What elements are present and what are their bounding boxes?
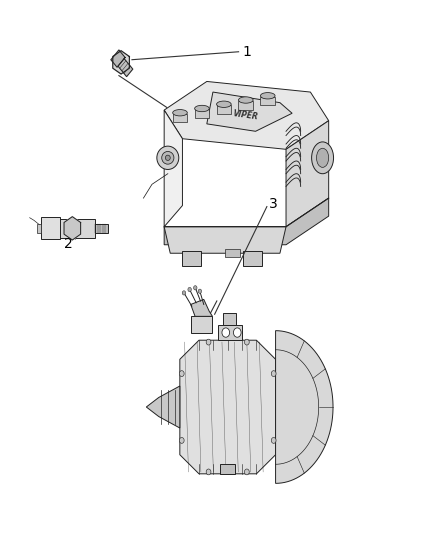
Bar bbox=[60, 219, 95, 238]
Polygon shape bbox=[146, 386, 180, 428]
Polygon shape bbox=[118, 59, 133, 77]
Ellipse shape bbox=[261, 93, 275, 99]
Bar bbox=[261, 96, 275, 106]
Circle shape bbox=[206, 339, 211, 345]
Bar bbox=[95, 223, 108, 233]
Ellipse shape bbox=[162, 151, 174, 164]
Text: 3: 3 bbox=[269, 197, 278, 211]
Ellipse shape bbox=[239, 97, 253, 103]
Ellipse shape bbox=[166, 155, 170, 160]
Circle shape bbox=[233, 328, 241, 337]
Circle shape bbox=[244, 339, 249, 345]
Polygon shape bbox=[164, 198, 328, 245]
Circle shape bbox=[222, 328, 230, 337]
Polygon shape bbox=[113, 51, 129, 74]
Text: VIPER: VIPER bbox=[233, 109, 259, 122]
Polygon shape bbox=[244, 251, 261, 266]
Ellipse shape bbox=[194, 106, 209, 112]
Polygon shape bbox=[183, 251, 201, 266]
Bar bbox=[41, 217, 60, 239]
Bar bbox=[194, 109, 209, 118]
Polygon shape bbox=[164, 227, 286, 253]
Polygon shape bbox=[111, 50, 125, 67]
Bar bbox=[239, 101, 253, 110]
Polygon shape bbox=[276, 330, 333, 483]
Polygon shape bbox=[64, 216, 81, 240]
Circle shape bbox=[198, 289, 201, 293]
Circle shape bbox=[271, 438, 276, 443]
Circle shape bbox=[206, 469, 211, 475]
Bar bbox=[37, 224, 41, 232]
Bar bbox=[216, 105, 231, 114]
Text: 1: 1 bbox=[243, 45, 252, 59]
Bar bbox=[191, 317, 212, 333]
Polygon shape bbox=[164, 82, 328, 149]
Polygon shape bbox=[164, 110, 183, 227]
Circle shape bbox=[179, 370, 184, 376]
Circle shape bbox=[182, 291, 186, 295]
Bar bbox=[223, 313, 237, 325]
Bar bbox=[173, 114, 187, 122]
Ellipse shape bbox=[157, 146, 179, 169]
Text: 2: 2 bbox=[64, 237, 73, 251]
Circle shape bbox=[244, 469, 249, 475]
Polygon shape bbox=[286, 120, 328, 227]
Polygon shape bbox=[180, 340, 276, 474]
Circle shape bbox=[179, 438, 184, 443]
Bar bbox=[218, 325, 242, 340]
Bar bbox=[225, 249, 240, 257]
Polygon shape bbox=[191, 300, 212, 317]
Polygon shape bbox=[207, 92, 292, 131]
Ellipse shape bbox=[173, 110, 187, 116]
Bar bbox=[220, 464, 235, 474]
Ellipse shape bbox=[216, 101, 231, 108]
Ellipse shape bbox=[317, 148, 328, 167]
Circle shape bbox=[194, 286, 197, 290]
Ellipse shape bbox=[311, 142, 334, 174]
Circle shape bbox=[271, 370, 276, 376]
Circle shape bbox=[188, 287, 191, 292]
